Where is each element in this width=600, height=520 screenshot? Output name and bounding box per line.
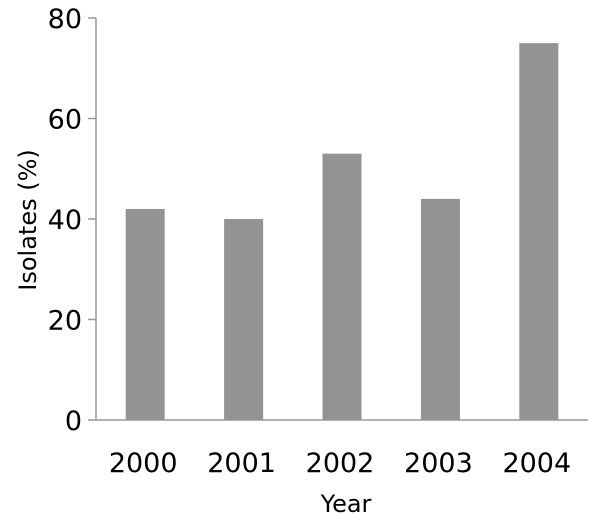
bar-2003	[420, 198, 460, 420]
x-axis: 2000 2001 2002 2003 2004	[96, 419, 588, 479]
y-tick-label: 60	[48, 105, 82, 136]
bars	[125, 43, 559, 421]
y-tick-label: 40	[48, 205, 82, 236]
y-axis: 0 20 40 60 80	[48, 4, 97, 437]
bar-2002	[322, 153, 362, 421]
y-axis-title: Isolates (%)	[14, 149, 42, 290]
y-tick-label: 0	[65, 406, 82, 437]
bar-2004	[519, 43, 559, 420]
x-tick-label: 2000	[109, 448, 178, 479]
bar-2000	[125, 208, 165, 420]
x-tick-label: 2003	[404, 448, 473, 479]
bar-2001	[224, 219, 264, 420]
x-tick-label: 2004	[502, 448, 571, 479]
x-axis-title: Year	[320, 490, 372, 518]
y-tick-label: 20	[48, 306, 82, 337]
x-tick-label: 2001	[207, 448, 276, 479]
x-tick-label: 2002	[306, 448, 375, 479]
y-tick-label: 80	[48, 4, 82, 35]
